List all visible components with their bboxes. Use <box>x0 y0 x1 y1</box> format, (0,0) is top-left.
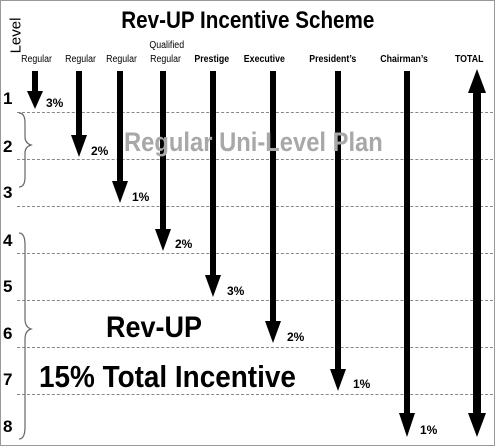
level-number-6: 6 <box>3 324 13 343</box>
brace-revup-levels <box>18 232 33 440</box>
col-header-executive: Executive <box>243 54 285 65</box>
level-separator <box>17 253 493 254</box>
col-header-regular-3: Regular <box>106 54 137 65</box>
arrow-executive <box>265 71 281 343</box>
col-header-chairmans: Chairman’s <box>380 54 428 65</box>
level-number-7: 7 <box>3 370 13 389</box>
brace-regular-levels <box>18 112 33 188</box>
level-number-3: 3 <box>3 183 13 202</box>
percent-executive: 2% <box>287 330 305 344</box>
revup-label: Rev-UP <box>106 311 203 344</box>
percent-prestige: 3% <box>227 284 245 298</box>
regular-plan-label: Regular Uni-Level Plan <box>124 127 383 157</box>
level-separator <box>17 159 493 160</box>
arrow-regular-1 <box>27 71 43 109</box>
col-header-regular-1: Regular <box>21 54 52 65</box>
level-separator <box>17 112 493 113</box>
col-header-prestige: Prestige <box>194 54 230 65</box>
diagram-title: Rev-UP Incentive Scheme <box>121 7 375 34</box>
arrow-regular-3 <box>112 71 128 203</box>
arrow-qualified-regular <box>155 71 171 251</box>
col-header-qualified-line1: Qualified <box>149 40 185 51</box>
level-number-5: 5 <box>3 277 13 296</box>
arrow-prestige <box>205 71 221 297</box>
percent-regular-2: 2% <box>91 144 109 158</box>
arrow-chairmans <box>399 71 415 437</box>
level-separator <box>17 300 493 301</box>
total-incentive-label: 15% Total Incentive <box>39 359 296 394</box>
percent-regular-3: 1% <box>132 190 150 204</box>
level-separator <box>17 347 493 348</box>
col-header-presidents: President’s <box>309 54 357 65</box>
col-header-total: TOTAL <box>454 54 484 65</box>
col-header-qualified-line2: Regular <box>150 54 181 65</box>
arrow-presidents <box>330 71 346 391</box>
level-separator <box>17 394 493 395</box>
level-number-1: 1 <box>3 89 13 108</box>
level-separator <box>17 206 493 207</box>
arrow-total <box>468 69 486 437</box>
percent-presidents: 1% <box>353 377 371 391</box>
level-number-2: 2 <box>3 137 13 156</box>
col-header-regular-2: Regular <box>65 54 96 65</box>
level-braces <box>18 112 33 440</box>
percent-qualified-regular: 2% <box>175 237 193 251</box>
percent-regular-1: 3% <box>46 96 64 110</box>
level-number-4: 4 <box>3 231 13 250</box>
percent-chairmans: 1% <box>420 423 438 437</box>
arrow-regular-2 <box>71 71 87 157</box>
level-number-8: 8 <box>3 417 13 436</box>
